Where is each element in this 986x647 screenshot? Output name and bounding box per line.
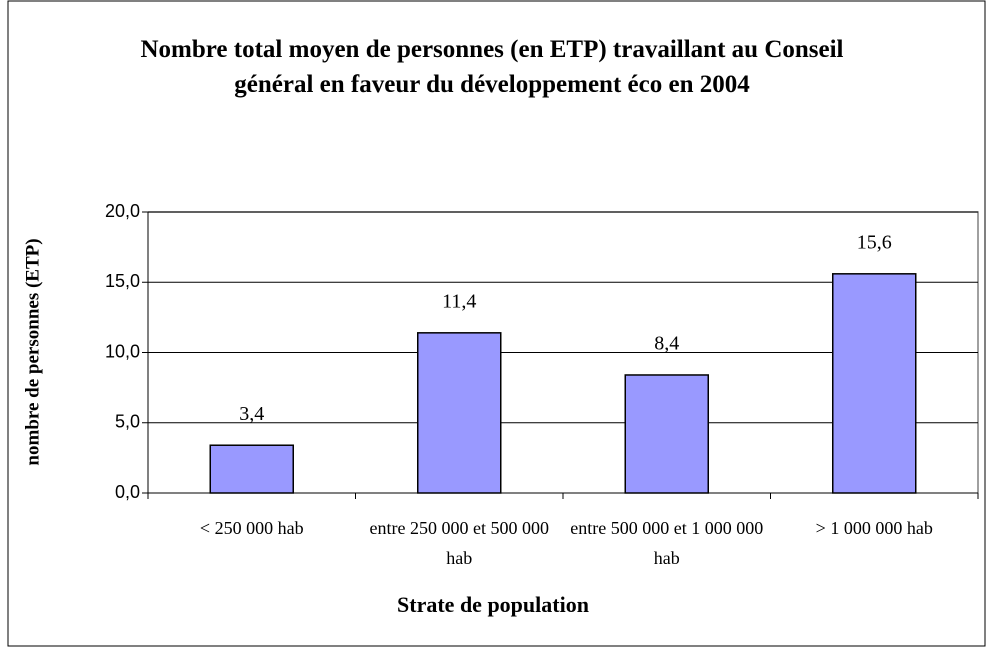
y-tick-label: 5,0 <box>115 412 140 432</box>
bar <box>832 273 917 494</box>
data-label: 3,4 <box>239 403 264 425</box>
x-tick-label: > 1 000 000 hab <box>815 518 933 538</box>
y-tick-label: 20,0 <box>105 201 140 221</box>
chart-title: Nombre total moyen de personnes (en ETP)… <box>140 36 844 98</box>
y-axis-title: nombre de personnes (ETP) <box>22 238 43 465</box>
bar <box>417 332 502 494</box>
y-tick-label: 10,0 <box>105 341 140 361</box>
data-label: 8,4 <box>654 333 679 355</box>
chart-frame <box>7 0 986 647</box>
x-tick-label: entre 500 000 et 1 000 000 hab <box>570 518 764 568</box>
data-label: 15,6 <box>857 231 892 253</box>
bar <box>624 374 709 494</box>
data-label: 11,4 <box>442 290 476 312</box>
x-tick-label: < 250 000 hab <box>199 518 304 538</box>
y-tick-label: 15,0 <box>105 271 140 291</box>
x-axis-title: Strate de population <box>397 592 589 617</box>
y-tick-label: 0,0 <box>115 482 140 502</box>
x-tick-label: entre 250 000 et 500 000 hab <box>369 518 549 568</box>
bar <box>209 444 294 494</box>
